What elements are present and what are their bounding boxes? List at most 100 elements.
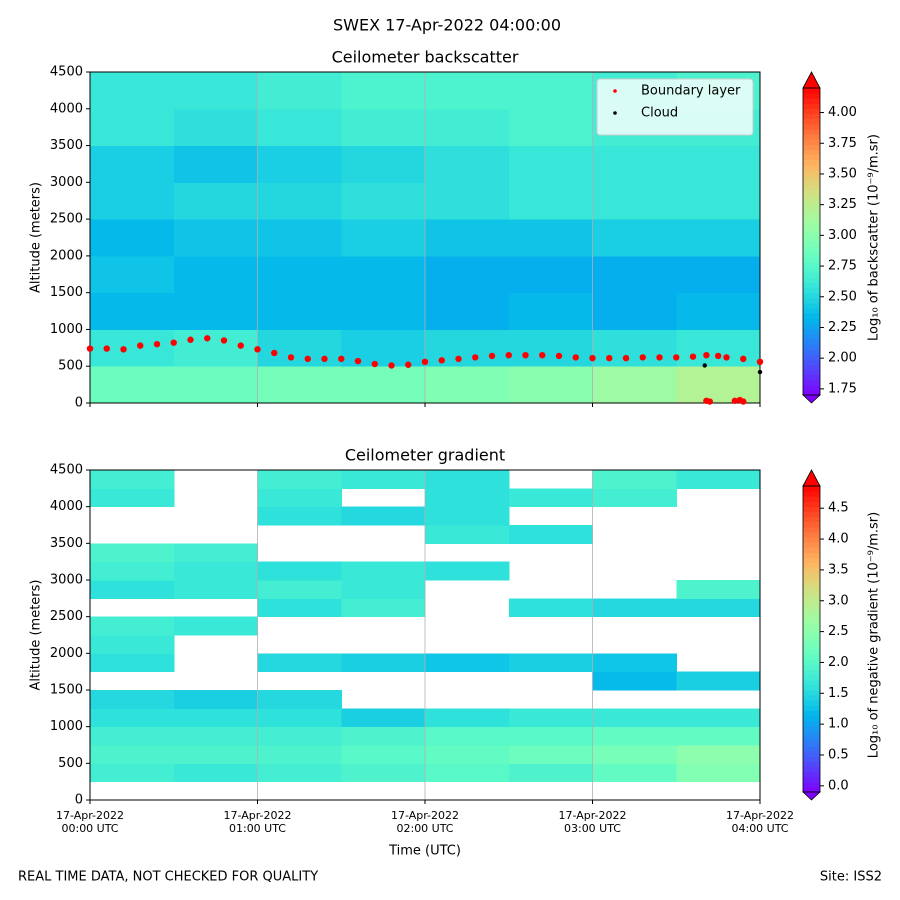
colorbar-step <box>803 297 820 304</box>
heat-cell <box>592 182 677 220</box>
x-tick-label: 17-Apr-2022 01:00 UTC <box>223 809 291 835</box>
heat-cell <box>173 108 258 147</box>
colorbar-tick-label: 3.0 <box>828 593 849 608</box>
colorbar-step <box>803 169 820 176</box>
point <box>572 354 579 361</box>
colorbar-tick-label: 3.25 <box>828 197 857 212</box>
x-tick-label: 17-Apr-2022 03:00 UTC <box>558 809 626 835</box>
colorbar-step <box>803 88 820 94</box>
point <box>689 353 697 360</box>
colorbar-step <box>803 756 820 762</box>
colorbar-step <box>803 735 820 742</box>
colorbar-step <box>803 236 820 242</box>
heat-cell <box>592 470 677 489</box>
colorbar-step <box>803 159 820 166</box>
heat-cell <box>257 690 342 709</box>
heat-cell <box>257 653 342 673</box>
heat-cell <box>173 561 258 581</box>
heat-cell <box>508 653 593 673</box>
heat-cell <box>90 488 175 508</box>
point <box>756 358 764 366</box>
colorbar-step <box>803 582 820 589</box>
colorbar-tick-label: 2.5 <box>828 624 849 639</box>
heat-cell <box>592 763 677 783</box>
colorbar-step <box>803 486 820 492</box>
heat-cell <box>90 366 175 404</box>
heat-cell <box>341 763 426 783</box>
heat-cell <box>341 108 426 147</box>
heat-cell <box>508 745 593 764</box>
heat-cell <box>257 182 342 220</box>
point <box>505 351 512 359</box>
heat-cell <box>508 488 593 508</box>
point <box>639 354 646 361</box>
heat-cell <box>341 653 426 673</box>
heat-cell <box>508 145 593 183</box>
colorbar-tick-label: 3.50 <box>828 166 857 181</box>
colorbar-step <box>803 501 820 507</box>
colorbar-step <box>803 531 820 538</box>
footer-note: REAL TIME DATA, NOT CHECKED FOR QUALITY <box>18 870 318 885</box>
heat-cell <box>173 708 258 728</box>
point <box>622 354 630 362</box>
colorbar-step <box>803 134 820 140</box>
heat-cell <box>676 145 761 183</box>
heat-cell <box>173 726 258 746</box>
heat-cell <box>676 671 761 691</box>
heat-cell <box>341 292 426 330</box>
point <box>371 360 378 368</box>
point <box>606 354 613 362</box>
point <box>740 398 747 405</box>
y-tick-label: 2500 <box>50 212 83 227</box>
heat-cell <box>508 108 593 147</box>
heat-cell <box>90 329 175 367</box>
colorbar-extend-top <box>802 71 821 89</box>
colorbar-step <box>803 537 820 543</box>
heat-cell <box>257 108 342 147</box>
colorbar-step <box>803 639 820 645</box>
point <box>86 345 94 352</box>
heat-cell <box>676 182 761 220</box>
colorbar-step <box>803 669 820 676</box>
legend-label: Cloud <box>641 106 678 121</box>
colorbar-step <box>803 725 820 732</box>
point <box>757 369 763 375</box>
colorbar-step <box>803 123 820 130</box>
heat-cell <box>592 145 677 183</box>
colorbar-step <box>803 272 820 278</box>
x-tick-label: 17-Apr-2022 04:00 UTC <box>726 809 794 835</box>
point <box>731 397 739 404</box>
y-tick-label: 4500 <box>50 65 83 80</box>
colorbar-tick-label: 0.5 <box>828 747 849 762</box>
heat-cell <box>341 745 426 764</box>
heat-cell <box>508 292 593 330</box>
y-tick-label: 1000 <box>50 719 83 734</box>
heat-cell <box>90 616 175 636</box>
colorbar-label: Log₁₀ of backscatter (10⁻⁹/m.sr) <box>867 134 882 341</box>
colorbar-label: Log₁₀ of negative gradient (10⁻⁹/m.sr) <box>867 512 882 758</box>
heat-cell <box>508 255 593 294</box>
heat-cell <box>173 690 258 709</box>
y-tick-label: 3000 <box>50 175 83 190</box>
colorbar-step <box>803 144 820 150</box>
heat-cell <box>341 561 426 581</box>
heat-cell <box>341 366 426 404</box>
point <box>137 342 144 349</box>
colorbar-step <box>803 608 820 614</box>
heat-cell <box>676 219 761 257</box>
heat-cell <box>90 653 175 673</box>
colorbar-step <box>803 128 820 135</box>
heat-cell <box>425 108 510 147</box>
heat-cell <box>425 255 510 294</box>
colorbar-tick-label: 2.0 <box>828 655 849 670</box>
heat-cell <box>425 726 510 746</box>
colorbar-step <box>803 511 820 518</box>
colorbar-step <box>803 700 820 706</box>
colorbar-step <box>803 389 820 396</box>
heat-cell <box>90 580 175 599</box>
heat-cell <box>425 366 510 404</box>
heat-cell <box>676 329 761 367</box>
heat-cell <box>676 255 761 294</box>
y-tick-label: 0 <box>75 396 83 411</box>
heat-cell <box>508 763 593 783</box>
